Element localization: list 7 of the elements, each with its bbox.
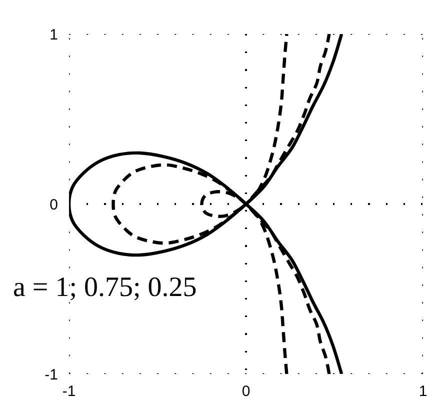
x-tick-label: -1 (62, 383, 76, 400)
y-tick-label: 0 (50, 196, 58, 214)
annotation: a = 1; 0.75; 0.25 (13, 272, 197, 303)
y-tick-label: -1 (44, 366, 58, 384)
x-tick-label: 1 (418, 383, 428, 400)
y-tick-label: 1 (50, 26, 58, 44)
x-tick-label: 0 (242, 383, 250, 400)
